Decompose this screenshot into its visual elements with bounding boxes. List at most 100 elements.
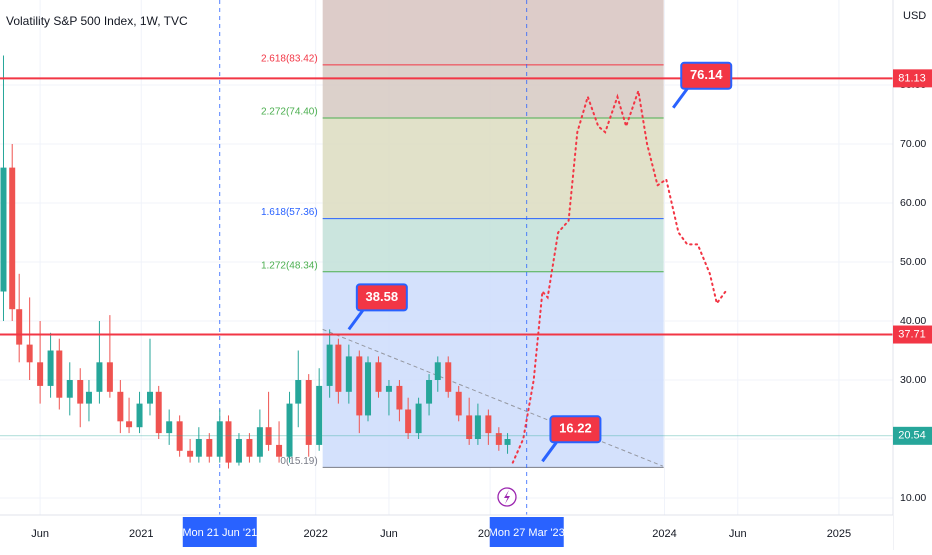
- candle-body: [356, 356, 363, 416]
- chart-title: Volatility S&P 500 Index, 1W, TVC: [6, 14, 188, 28]
- candle-body: [365, 362, 372, 416]
- y-tick-label: 50.00: [900, 256, 926, 268]
- candle-body: [26, 344, 33, 363]
- candle-body: [495, 433, 502, 445]
- crosshair-label: Mon 27 Mar '23: [489, 527, 565, 539]
- candle-body: [106, 362, 113, 392]
- candle-body: [455, 391, 462, 416]
- candle-body: [286, 403, 293, 457]
- candle-body: [246, 439, 253, 457]
- candle-body: [434, 362, 441, 381]
- candle-body: [9, 167, 16, 310]
- candle-body: [96, 362, 103, 392]
- price-axis: [893, 0, 932, 550]
- candle-body: [225, 421, 232, 463]
- price-badge: [893, 325, 932, 344]
- candle-body: [295, 380, 302, 404]
- candle-body: [37, 362, 44, 386]
- candle-body: [126, 421, 133, 428]
- fib-zone: [322, 0, 664, 65]
- candle-body: [235, 439, 242, 463]
- candle-body: [485, 415, 492, 434]
- candle-body: [375, 362, 382, 392]
- candle-body: [187, 450, 194, 457]
- axes: 10.0020.0030.0040.0050.0060.0070.0080.00…: [31, 69, 932, 547]
- candle-body: [216, 421, 223, 457]
- price-badge-label: 81.13: [898, 72, 926, 84]
- x-tick-label: 2024: [652, 528, 676, 540]
- x-tick-label: Jun: [729, 528, 747, 540]
- last-price-label: 20.54: [898, 430, 926, 442]
- callout-pointer: [672, 87, 689, 109]
- lightning-icon: [497, 487, 517, 507]
- fib-zone: [322, 218, 664, 272]
- y-tick-label: 30.00: [900, 374, 926, 386]
- last-price-badge: [893, 426, 932, 445]
- y-tick-label: 10.00: [900, 492, 926, 504]
- fib-level-label: 0(15.19): [280, 456, 317, 467]
- candle-body: [16, 309, 23, 345]
- x-tick-label: Jun: [31, 528, 49, 540]
- candle-body: [56, 350, 63, 398]
- candle-body: [345, 356, 352, 392]
- candle-body: [146, 391, 153, 404]
- candle-body: [466, 415, 473, 440]
- candle-body: [0, 167, 7, 292]
- candle-body: [415, 403, 422, 434]
- y-tick-label: 60.00: [900, 197, 926, 209]
- candle-body: [385, 385, 392, 392]
- callout-box: [680, 61, 733, 90]
- fib-level-label: 2.618(83.42): [261, 53, 318, 64]
- candle-body: [335, 344, 342, 392]
- forecast-line: [511, 90, 727, 464]
- candle-body: [276, 444, 283, 457]
- y-tick-label: 70.00: [900, 138, 926, 150]
- callout-label: 38.58: [366, 289, 399, 304]
- candle-body: [396, 385, 403, 410]
- candle-body: [474, 415, 481, 440]
- callout-pointer: [541, 441, 558, 463]
- candle-body: [405, 409, 412, 434]
- candle-body: [326, 344, 333, 386]
- candle-body: [77, 380, 84, 404]
- callout-box: [355, 283, 408, 312]
- callout-box: [549, 415, 602, 444]
- fib-zone: [322, 64, 664, 119]
- x-tick-label: Jun: [380, 528, 398, 540]
- x-tick-label: 2022: [303, 528, 327, 540]
- candle-body: [316, 385, 323, 445]
- candle-body: [426, 380, 433, 404]
- candle-body: [136, 403, 143, 428]
- callout-pointer: [347, 309, 365, 331]
- y-tick-label: 40.00: [900, 315, 926, 327]
- callout-label: 76.14: [690, 67, 723, 82]
- fib-level-label: 2.272(74.40): [261, 107, 318, 118]
- crosshair-badge: [489, 517, 564, 547]
- candle-body: [155, 391, 162, 434]
- candle-body: [117, 391, 124, 422]
- x-tick-label: 2021: [129, 528, 153, 540]
- fib-level-label: 1.272(48.34): [261, 260, 318, 271]
- crosshair-badge: [182, 517, 257, 547]
- price-badge: [893, 69, 932, 88]
- candle-body: [85, 391, 92, 404]
- fib-zone: [322, 118, 664, 219]
- trendline: [322, 328, 663, 467]
- candle-body: [66, 380, 73, 398]
- time-axis: [0, 515, 893, 550]
- candle-body: [256, 427, 263, 457]
- price-badge-label: 37.71: [898, 328, 926, 340]
- candle-body: [305, 380, 312, 445]
- crosshair-label: Mon 21 Jun '21: [182, 527, 257, 539]
- candle-body: [445, 362, 452, 392]
- candle-body: [206, 439, 213, 457]
- candle-body: [47, 350, 54, 386]
- callout-label: 16.22: [559, 421, 592, 436]
- fib-level-label: 1.618(57.36): [261, 207, 318, 218]
- plot-area: 2.618(83.42) 2.272(74.40) 1.618(57.36) 1.27…: [0, 0, 893, 515]
- candle-body: [504, 439, 511, 445]
- x-tick-label: 2025: [827, 528, 851, 540]
- candle-body: [195, 439, 202, 457]
- currency-label: USD: [903, 10, 926, 22]
